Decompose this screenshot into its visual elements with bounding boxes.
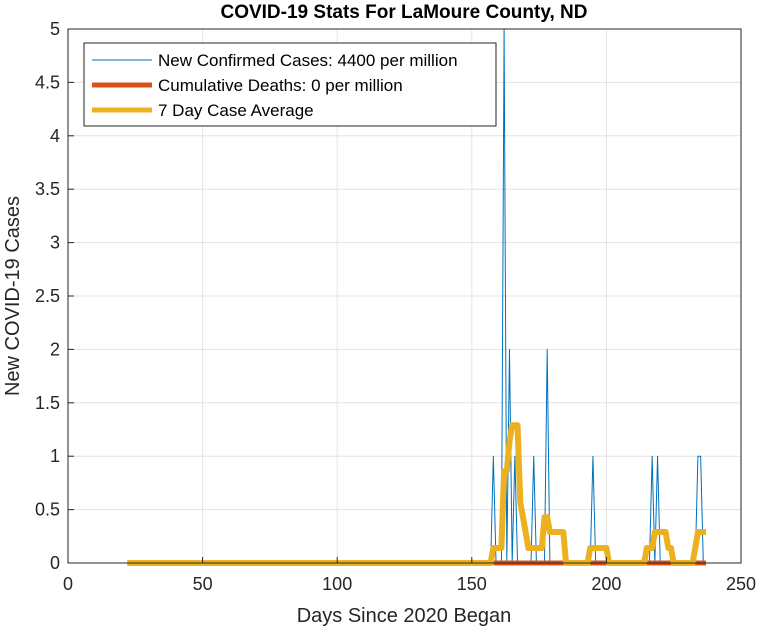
x-tick-label: 250 — [726, 574, 756, 594]
x-axis-label: Days Since 2020 Began — [297, 605, 512, 627]
y-tick-label: 4 — [50, 126, 60, 146]
y-tick-label: 1.5 — [35, 393, 60, 413]
y-tick-label: 1 — [50, 446, 60, 466]
y-tick-label: 5 — [50, 19, 60, 39]
y-axis-label: New COVID-19 Cases — [2, 196, 24, 396]
y-tick-label: 3 — [50, 233, 60, 253]
x-tick-label: 50 — [193, 574, 213, 594]
chart-title: COVID-19 Stats For LaMoure County, ND — [220, 2, 587, 23]
legend: New Confirmed Cases: 4400 per million Cu… — [83, 42, 497, 127]
seven-day-average-line — [127, 422, 706, 566]
y-tick-label: 0.5 — [35, 500, 60, 520]
x-tick-label: 150 — [457, 574, 487, 594]
y-tick-label: 2.5 — [35, 286, 60, 306]
x-tick-label: 200 — [591, 574, 621, 594]
y-tick-label: 0 — [50, 553, 60, 573]
y-tick-label: 4.5 — [35, 72, 60, 92]
ticks: 0 50 100 150 200 250 0 0.5 1 1.5 2 2.5 3 3.5 4 4.5 5 — [35, 19, 756, 594]
legend-label-new-cases: New Confirmed Cases: 4400 per million — [158, 51, 458, 70]
x-tick-label: 100 — [322, 574, 352, 594]
y-tick-label: 3.5 — [35, 179, 60, 199]
legend-label-deaths: Cumulative Deaths: 0 per million — [158, 76, 403, 95]
legend-box — [83, 42, 497, 127]
x-tick-label: 0 — [63, 574, 73, 594]
y-tick-label: 2 — [50, 339, 60, 359]
legend-label-average: 7 Day Case Average — [158, 101, 314, 120]
